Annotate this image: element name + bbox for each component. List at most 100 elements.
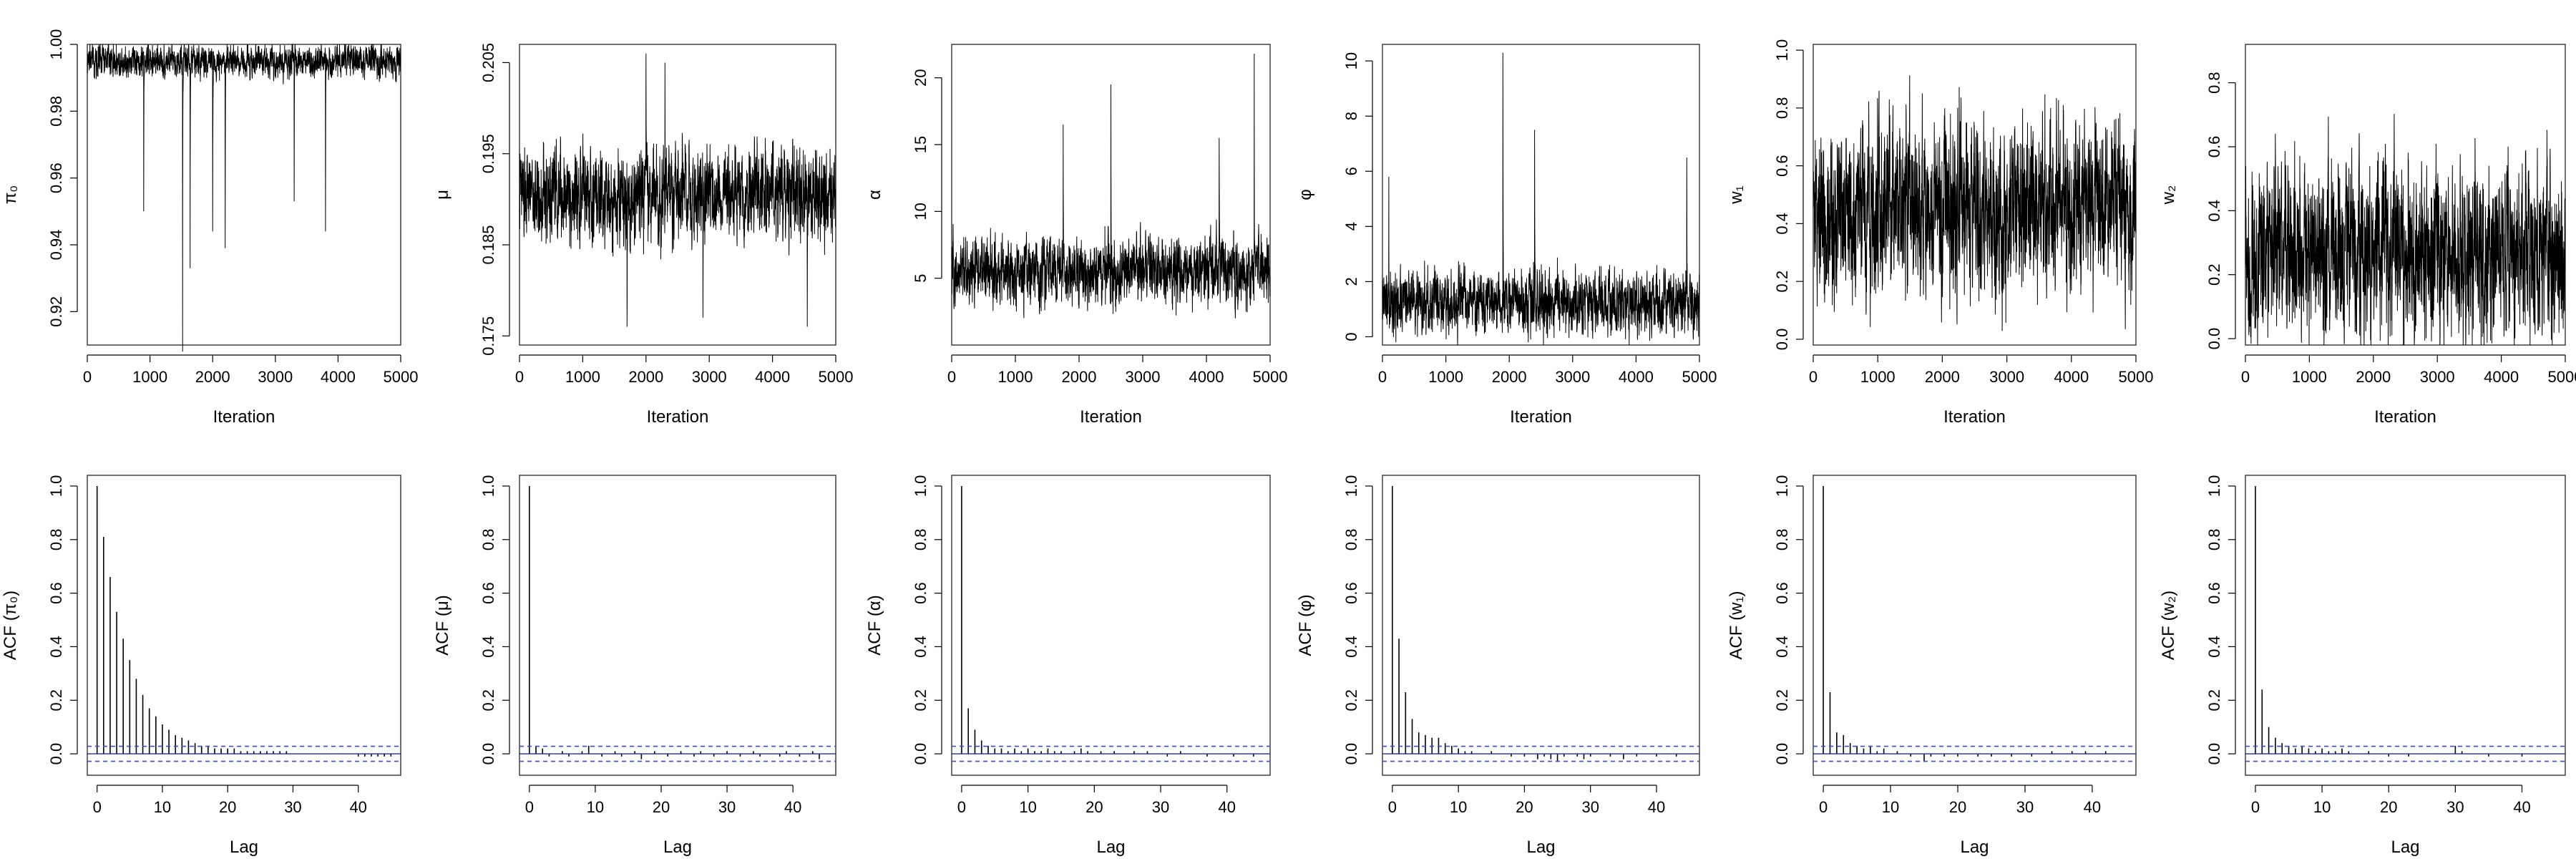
- x-tick-label: 4000: [2484, 368, 2519, 386]
- x-axis-title: Iteration: [213, 407, 275, 427]
- x-tick-label: 10: [154, 798, 171, 816]
- y-tick-label: 0.6: [1342, 582, 1360, 604]
- x-tick-label: 2000: [1492, 368, 1527, 386]
- x-tick-label: 5000: [1253, 368, 1288, 386]
- y-tick-label: 1.0: [1773, 475, 1791, 498]
- x-tick-label: 20: [1516, 798, 1533, 816]
- y-axis-title: μ: [433, 190, 452, 200]
- y-tick-label: 0.4: [47, 636, 65, 658]
- x-tick-label: 1000: [998, 368, 1033, 386]
- x-tick-label: 30: [1581, 798, 1599, 816]
- plot-frame: [951, 475, 1271, 776]
- y-tick-label: 0.2: [2205, 689, 2223, 712]
- x-tick-label: 30: [2016, 798, 2034, 816]
- y-tick-label: 5: [912, 274, 930, 283]
- x-axis-title: Lag: [2391, 838, 2419, 857]
- y-tick-label: 0.0: [2205, 743, 2223, 765]
- y-tick-label: 0.195: [479, 134, 497, 173]
- x-tick-label: 3000: [1989, 368, 2024, 386]
- y-axis-title: ACF (α): [865, 595, 884, 656]
- x-tick-label: 20: [1085, 798, 1103, 816]
- x-tick-label: 40: [2513, 798, 2530, 816]
- y-axis-title: α: [865, 190, 884, 200]
- y-tick-label: 0.6: [2205, 136, 2223, 158]
- x-tick-label: 4000: [321, 368, 356, 386]
- x-tick-label: 20: [2380, 798, 2397, 816]
- x-axis-title: Lag: [1960, 838, 1989, 857]
- x-tick-label: 20: [653, 798, 670, 816]
- y-tick-label: 2: [1342, 277, 1360, 286]
- x-tick-label: 3000: [1555, 368, 1590, 386]
- trace-series-line: [519, 53, 836, 327]
- trace-alpha-panel: 0 1000 2000 3000 4000 5000 Iteration 5 10 15 20 α: [865, 44, 1287, 427]
- y-tick-label: 0.2: [1342, 689, 1360, 712]
- y-tick-label: 0.4: [479, 636, 497, 658]
- y-tick-label: 0.0: [1342, 743, 1360, 765]
- x-tick-label: 0: [515, 368, 524, 386]
- y-tick-label: 1.0: [912, 475, 930, 498]
- x-tick-label: 0: [525, 798, 534, 816]
- plot-frame: [1813, 475, 2137, 776]
- x-tick-label: 30: [718, 798, 736, 816]
- y-tick-label: 0.8: [2205, 72, 2223, 94]
- x-tick-label: 5000: [2119, 368, 2154, 386]
- x-tick-label: 3000: [1126, 368, 1161, 386]
- plot-frame: [1382, 475, 1700, 776]
- y-tick-label: 0.0: [479, 743, 497, 765]
- trace-series-line: [1813, 75, 2137, 331]
- y-tick-label: 0.0: [1773, 743, 1791, 765]
- y-axis-title: ACF (w₂): [2159, 591, 2178, 660]
- trace-mu-panel: 0 1000 2000 3000 4000 5000 Iteration 0.175 0.185…: [433, 43, 853, 427]
- y-tick-label: 0.6: [479, 582, 497, 604]
- y-tick-label: 0.4: [1773, 636, 1791, 658]
- plot-frame: [519, 475, 836, 776]
- y-axis-title: ACF (μ): [433, 595, 452, 655]
- y-tick-label: 0.8: [1342, 528, 1360, 550]
- y-tick-label: 0.2: [2205, 263, 2223, 286]
- x-tick-label: 4000: [755, 368, 790, 386]
- y-tick-label: 0.0: [912, 743, 930, 765]
- y-tick-label: 0.0: [47, 743, 65, 765]
- plot-frame: [2245, 475, 2566, 776]
- y-axis-title: ACF (w₁): [1727, 591, 1746, 659]
- x-tick-label: 20: [1949, 798, 1966, 816]
- y-tick-label: 1.00: [47, 29, 65, 60]
- y-tick-label: 0.8: [1773, 528, 1791, 550]
- x-tick-label: 1000: [1428, 368, 1463, 386]
- trace-series-line: [87, 43, 401, 352]
- x-axis-title: Iteration: [1510, 407, 1572, 427]
- x-tick-label: 40: [784, 798, 801, 816]
- x-tick-label: 2000: [1925, 368, 1960, 386]
- x-tick-label: 20: [219, 798, 236, 816]
- acf-pi0-panel: 0 10 20 30 40 Lag 0.0 0.2 0.4 0.6 0.8 1.0 ACF (π₀): [1, 475, 401, 857]
- y-tick-label: 0.4: [1773, 213, 1791, 235]
- x-tick-label: 40: [349, 798, 366, 816]
- y-tick-label: 0.8: [912, 528, 930, 550]
- x-tick-label: 3000: [692, 368, 727, 386]
- y-tick-label: 0.2: [47, 689, 65, 712]
- y-axis-title: ACF (π₀): [1, 591, 20, 660]
- x-tick-label: 5000: [2548, 368, 2576, 386]
- trace-w2-panel: 0 1000 2000 3000 4000 5000 Iteration 0.0 0.2 0.4 0…: [2159, 44, 2576, 427]
- x-tick-label: 0: [1388, 798, 1397, 816]
- y-tick-label: 0.98: [47, 96, 65, 127]
- y-tick-label: 0.96: [47, 162, 65, 193]
- y-tick-label: 1.0: [2205, 475, 2223, 498]
- y-tick-label: 8: [1342, 112, 1360, 120]
- y-tick-label: 1.0: [1773, 39, 1791, 62]
- y-tick-label: 0.0: [1773, 329, 1791, 351]
- acf-w2-panel: 0 10 20 30 40 Lag 0.0 0.2 0.4 0.6 0.8 1.0 ACF (w₂): [2159, 475, 2566, 857]
- x-tick-label: 10: [1450, 798, 1467, 816]
- x-tick-label: 30: [2446, 798, 2464, 816]
- x-axis-title: Lag: [230, 838, 258, 857]
- trace-w1-panel: 0 1000 2000 3000 4000 5000 Iteration 0.0 0.2 0.4 0…: [1727, 39, 2153, 427]
- plot-frame: [87, 44, 401, 346]
- y-tick-label: 0.8: [47, 528, 65, 550]
- y-tick-label: 0.4: [2205, 200, 2223, 222]
- x-tick-label: 3000: [2420, 368, 2455, 386]
- x-tick-label: 10: [2313, 798, 2331, 816]
- y-tick-label: 0.2: [479, 689, 497, 712]
- x-tick-label: 10: [587, 798, 604, 816]
- x-tick-label: 0: [2251, 798, 2260, 816]
- y-tick-label: 0.4: [1342, 636, 1360, 658]
